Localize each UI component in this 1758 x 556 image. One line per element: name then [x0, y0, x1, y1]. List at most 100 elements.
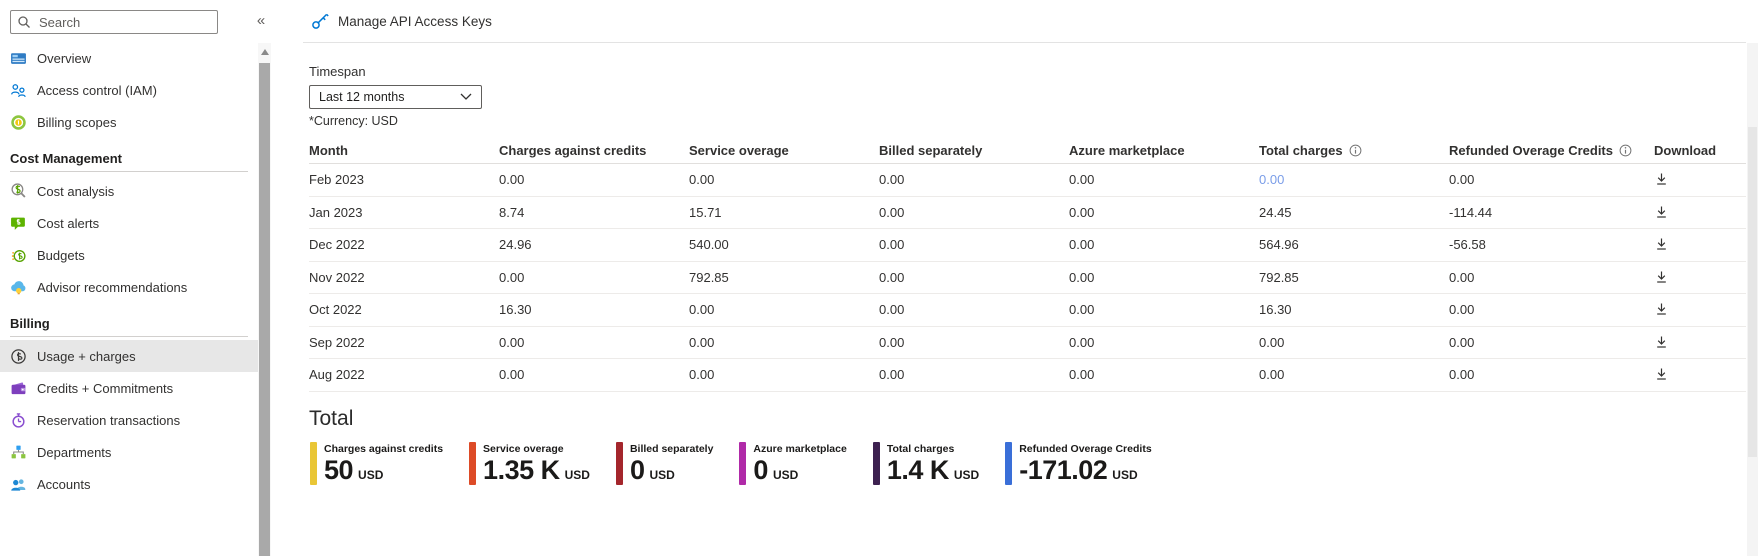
- cell-month: Nov 2022: [309, 269, 365, 285]
- column-header-charges-against-credits: Charges against credits: [499, 142, 647, 158]
- cell-marketplace: 0.00: [1069, 269, 1095, 285]
- cell-overage: 540.00: [689, 237, 729, 253]
- advisor-recommendations-icon: [10, 279, 27, 296]
- sidebar-item-label: Billing scopes: [37, 114, 117, 130]
- sidebar-nav: Overview Access control (IAM) Billing sc…: [0, 42, 258, 500]
- sidebar-item-budgets[interactable]: Budgets: [0, 239, 258, 271]
- tile-color-bar: [872, 441, 880, 485]
- cell-billed: 0.00: [879, 269, 905, 285]
- usage-table: Month Charges against credits Service ov…: [309, 137, 1746, 392]
- search-icon: [17, 15, 31, 29]
- sidebar-item-advisor-recommendations[interactable]: Advisor recommendations: [0, 271, 258, 303]
- download-icon[interactable]: [1654, 367, 1746, 382]
- cell-refunded: 0.00: [1449, 302, 1475, 318]
- sidebar-item-access-control[interactable]: Access control (IAM): [0, 74, 258, 106]
- cell-total: 564.96: [1259, 237, 1299, 253]
- table-row: Sep 2022 0.00 0.00 0.00 0.00 0.00 0.00: [309, 327, 1746, 359]
- download-icon[interactable]: [1654, 335, 1746, 350]
- tile-label: Service overage: [483, 442, 564, 455]
- cell-refunded: 0.00: [1449, 334, 1475, 350]
- info-icon[interactable]: [1619, 144, 1632, 157]
- triangle-up-icon: [260, 49, 269, 55]
- divider: [10, 171, 248, 172]
- cell-refunded: 0.00: [1449, 172, 1475, 188]
- download-icon[interactable]: [1654, 270, 1746, 285]
- tile-unit: USD: [772, 467, 799, 482]
- table-row: Nov 2022 0.00 792.85 0.00 0.00 792.85 0.…: [309, 262, 1746, 294]
- cell-charges: 0.00: [499, 269, 525, 285]
- manage-api-keys-label: Manage API Access Keys: [338, 13, 492, 29]
- sidebar-section-cost-management: Cost Management: [10, 151, 122, 166]
- sidebar-item-reservation-transactions[interactable]: Reservation transactions: [0, 404, 258, 436]
- timespan-dropdown[interactable]: Last 12 months: [309, 85, 482, 109]
- sidebar-collapse-button[interactable]: «: [256, 12, 266, 29]
- sidebar-item-label: Access control (IAM): [37, 82, 157, 98]
- column-header-billed-separately: Billed separately: [879, 142, 983, 158]
- main-scrollbar-thumb[interactable]: [1748, 127, 1757, 457]
- cell-marketplace: 0.00: [1069, 334, 1095, 350]
- scrollbar-up-button[interactable]: [258, 43, 271, 61]
- sidebar-item-label: Cost alerts: [37, 215, 100, 231]
- cell-total: 0.00: [1259, 367, 1285, 383]
- cell-refunded: 0.00: [1449, 367, 1475, 383]
- key-icon: [311, 12, 329, 30]
- sidebar-item-billing-scopes[interactable]: Billing scopes: [0, 106, 258, 138]
- sidebar-scrollbar: [258, 43, 271, 556]
- tile-unit: USD: [358, 467, 384, 482]
- cell-charges: 0.00: [499, 367, 525, 383]
- sidebar: Overview Access control (IAM) Billing sc…: [0, 0, 258, 556]
- table-row: Jan 2023 8.74 15.71 0.00 0.00 24.45 -114…: [309, 197, 1746, 229]
- main-content: Manage API Access Keys Timespan Last 12 …: [271, 0, 1758, 556]
- tile-value: -171.02: [1019, 454, 1108, 485]
- cell-month: Feb 2023: [309, 172, 364, 188]
- tile-unit: USD: [649, 467, 675, 482]
- download-icon[interactable]: [1654, 302, 1746, 317]
- sidebar-item-accounts[interactable]: Accounts: [0, 468, 258, 500]
- sidebar-item-credits-commitments[interactable]: Credits + Commitments: [0, 372, 258, 404]
- sidebar-item-label: Credits + Commitments: [37, 380, 174, 396]
- search-input[interactable]: [37, 13, 211, 31]
- tile-label: Refunded Overage Credits: [1019, 442, 1152, 455]
- total-charges-link[interactable]: 0.00: [1259, 172, 1285, 188]
- scrollbar-thumb[interactable]: [259, 63, 270, 556]
- cell-charges: 0.00: [499, 334, 525, 350]
- sidebar-item-overview[interactable]: Overview: [0, 42, 258, 74]
- info-icon[interactable]: [1349, 144, 1362, 157]
- manage-api-keys-button[interactable]: Manage API Access Keys: [303, 8, 500, 34]
- filters: Timespan Last 12 months *Currency: USD: [309, 64, 1758, 128]
- cell-month: Sep 2022: [309, 334, 365, 350]
- column-header-azure-marketplace: Azure marketplace: [1069, 142, 1185, 158]
- timespan-label: Timespan: [309, 64, 366, 79]
- cell-marketplace: 0.00: [1069, 302, 1095, 318]
- sidebar-item-label: Cost analysis: [37, 183, 115, 199]
- tile-label: Total charges: [886, 442, 955, 455]
- cell-overage: 0.00: [689, 302, 715, 318]
- cell-total: 16.30: [1259, 302, 1292, 318]
- table-row: Oct 2022 16.30 0.00 0.00 0.00 16.30 0.00: [309, 294, 1746, 327]
- credits-commitments-icon: [10, 380, 27, 397]
- tile-service-overage: Service overage 1.35 K USD: [469, 441, 590, 485]
- download-icon[interactable]: [1654, 172, 1746, 187]
- column-header-service-overage: Service overage: [689, 142, 789, 158]
- tile-billed-separately: Billed separately 0 USD: [615, 441, 714, 485]
- sidebar-item-usage-charges[interactable]: Usage + charges: [0, 340, 258, 372]
- cell-billed: 0.00: [879, 302, 905, 318]
- sidebar-item-label: Overview: [37, 50, 92, 66]
- sidebar-item-cost-alerts[interactable]: Cost alerts: [0, 207, 258, 239]
- cell-overage: 0.00: [689, 334, 715, 350]
- tile-unit: USD: [953, 467, 980, 482]
- tile-label: Billed separately: [629, 442, 714, 455]
- timespan-value: Last 12 months: [319, 90, 405, 104]
- cell-month: Aug 2022: [309, 367, 365, 383]
- sidebar-item-cost-analysis[interactable]: Cost analysis: [0, 175, 258, 207]
- tile-unit: USD: [564, 467, 590, 482]
- tile-color-bar: [739, 441, 747, 485]
- cost-alerts-icon: [10, 215, 27, 232]
- cell-month: Dec 2022: [309, 237, 365, 253]
- cost-analysis-icon: [10, 182, 27, 200]
- download-icon[interactable]: [1654, 237, 1746, 252]
- cell-marketplace: 0.00: [1069, 204, 1095, 220]
- sidebar-item-departments[interactable]: Departments: [0, 436, 258, 468]
- departments-icon: [10, 444, 27, 461]
- download-icon[interactable]: [1654, 205, 1746, 220]
